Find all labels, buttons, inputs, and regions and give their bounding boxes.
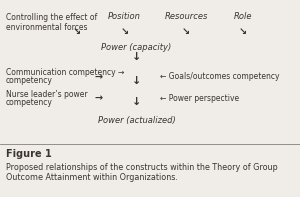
Text: ← Goals/outcomes competency: ← Goals/outcomes competency [160, 72, 280, 81]
Text: →: → [95, 94, 103, 103]
Text: Controlling the effect of
environmental forces: Controlling the effect of environmental … [6, 13, 97, 32]
Text: Figure 1: Figure 1 [6, 149, 52, 159]
Text: competency: competency [6, 76, 53, 85]
Text: ↓: ↓ [132, 98, 141, 107]
Text: ↓: ↓ [132, 52, 141, 62]
Text: Proposed relationships of the constructs within the Theory of Group
Outcome Atta: Proposed relationships of the constructs… [6, 163, 278, 182]
Text: ↘: ↘ [182, 27, 190, 36]
Text: Power (capacity): Power (capacity) [101, 43, 172, 52]
Text: ↓: ↓ [132, 76, 141, 86]
Text: Role: Role [234, 12, 252, 21]
Text: →: → [95, 72, 103, 82]
Text: ↘: ↘ [239, 27, 247, 36]
Text: Communication competency →: Communication competency → [6, 68, 124, 77]
Text: Nurse leader’s power: Nurse leader’s power [6, 90, 88, 99]
Text: Power (actualized): Power (actualized) [98, 116, 176, 125]
Text: ← Power perspective: ← Power perspective [160, 94, 240, 103]
Text: Resources: Resources [164, 12, 208, 21]
Text: ↘: ↘ [72, 27, 81, 36]
Text: ↘: ↘ [120, 27, 129, 36]
Text: Position: Position [108, 12, 141, 21]
Text: competency: competency [6, 98, 53, 107]
